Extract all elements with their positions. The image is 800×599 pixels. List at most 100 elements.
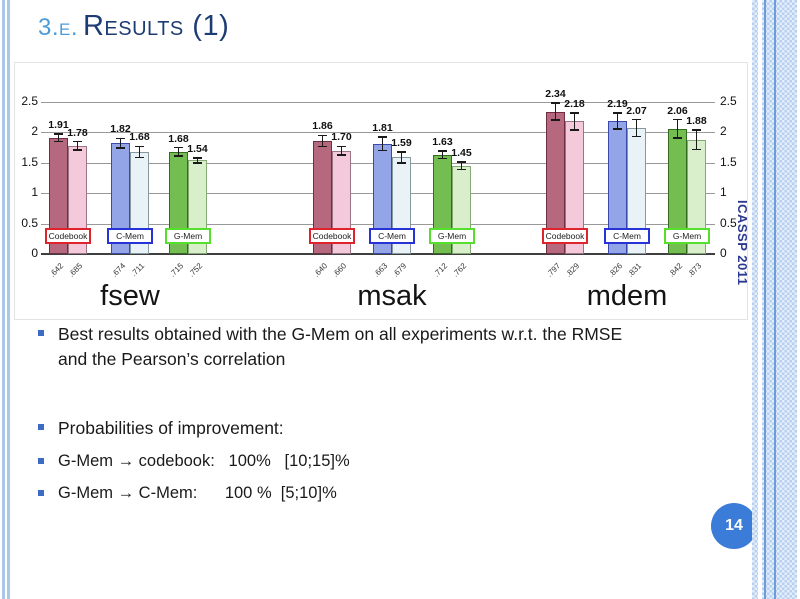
title-section-number: 3.e. — [38, 14, 79, 41]
error-bar-cap — [318, 134, 327, 137]
group-label: fsew — [100, 280, 160, 312]
error-bar-cap — [378, 149, 387, 152]
error-bar-cap — [397, 151, 406, 153]
error-bar — [177, 147, 180, 157]
error-bar-cap — [570, 129, 579, 131]
error-bar-cap — [174, 155, 183, 157]
bullet-marker-icon — [38, 330, 44, 336]
error-bar — [76, 141, 79, 151]
error-bar — [57, 134, 60, 142]
bar-value-label: 1.63 — [432, 136, 453, 149]
gridline — [41, 132, 715, 134]
method-legend-box: G-Mem — [664, 228, 710, 244]
bar-value-label: 2.19 — [607, 97, 628, 110]
bar-value-label: 1.86 — [312, 120, 333, 133]
error-bar-cap — [378, 136, 387, 139]
y-axis-tick-label: 0.5 — [720, 215, 737, 230]
bar-value-label: 1.59 — [391, 136, 412, 149]
bullet-gmem-vs-cmem: G-Mem → C-Mem: 100 % [5;10]% — [30, 482, 337, 506]
right-border-line — [774, 0, 776, 599]
bar-value-label: 1.81 — [372, 122, 393, 135]
title-text: Results (1) — [82, 10, 230, 42]
error-bar-cap — [457, 168, 466, 171]
error-bar-cap — [613, 127, 622, 130]
error-bar-cap — [613, 112, 622, 114]
error-bar-cap — [116, 137, 125, 140]
error-bar — [138, 146, 141, 158]
error-bar-cap — [73, 149, 82, 151]
results-bar-chart: 0 0 0.5 0.5 1 1 1.5 1.5 2 2 2.5 2.5 1.91.642 1.78.685… — [14, 62, 748, 320]
right-border-wide-band — [762, 0, 797, 599]
error-bar-cap — [632, 118, 641, 121]
gridline — [41, 102, 715, 103]
gridline — [41, 253, 715, 255]
method-legend-box: Codebook — [45, 228, 91, 244]
y-axis-tick-label: 0.5 — [21, 215, 38, 230]
error-bar-cap — [135, 156, 144, 159]
error-bar — [321, 135, 324, 147]
bullet-best-results: Best results obtained with the G-Mem on … — [30, 322, 630, 373]
bar-value-label: 1.45 — [451, 147, 472, 160]
right-border-line — [764, 0, 766, 599]
error-bar — [635, 119, 638, 137]
error-bar-cap — [54, 140, 63, 143]
bar-value-label: 2.34 — [545, 88, 566, 101]
bar-value-label: 2.18 — [564, 97, 585, 110]
y-axis-tick-label: 1 — [31, 185, 38, 200]
bar-value-label: 1.82 — [110, 123, 131, 136]
error-bar — [400, 151, 403, 163]
bullet-text: G-Mem → C-Mem: 100 % [5;10]% — [58, 484, 337, 502]
error-bar-cap — [673, 118, 682, 121]
error-bar — [554, 103, 557, 121]
bar-value-label: 1.68 — [168, 132, 189, 145]
left-border-decoration — [0, 0, 11, 599]
error-bar-cap — [174, 146, 183, 149]
method-legend-box: C-Mem — [369, 228, 415, 244]
bullet-marker-icon — [38, 490, 44, 496]
error-bar — [460, 162, 463, 170]
bar-value-label: 1.54 — [187, 142, 208, 155]
error-bar-cap — [135, 145, 144, 148]
error-bar-cap — [438, 157, 447, 160]
method-legend-box: G-Mem — [165, 228, 211, 244]
bullet-text: Best results obtained with the G-Mem on … — [58, 324, 628, 370]
page-number-badge: 14 — [711, 503, 757, 549]
bar-value-label: 1.88 — [686, 114, 707, 127]
bullet-probabilities: Probabilities of improvement: — [30, 416, 284, 441]
y-axis-tick-label: 2 — [720, 124, 727, 139]
y-axis-tick-label: 0 — [720, 246, 727, 260]
method-legend-box: Codebook — [542, 228, 588, 244]
bar-value-label: 2.06 — [667, 104, 688, 117]
error-bar-cap — [73, 140, 82, 143]
bullet-gmem-vs-codebook: G-Mem → codebook: 100% [10;15]% — [30, 450, 350, 474]
error-bar-cap — [397, 162, 406, 164]
error-bar-cap — [570, 112, 579, 114]
error-bar-cap — [318, 145, 327, 148]
error-bar-cap — [337, 154, 346, 156]
page-title: 3.e. Results (1) — [38, 10, 229, 43]
error-bar — [119, 138, 122, 149]
group-label: msak — [357, 280, 427, 312]
y-axis-tick-label: 1.5 — [21, 154, 38, 169]
error-bar — [695, 129, 698, 150]
error-bar-cap — [54, 133, 63, 136]
bar-value-label: 1.78 — [67, 126, 88, 139]
error-bar — [441, 151, 444, 159]
bar-value-label: 1.68 — [129, 131, 150, 144]
error-bar-cap — [632, 135, 641, 138]
right-border-stripe — [752, 0, 758, 599]
bullet-marker-icon — [38, 424, 44, 430]
conference-label: ICASSP 2011 — [735, 200, 750, 286]
group-label: mdem — [586, 280, 668, 312]
bar-value-label: 1.70 — [331, 131, 352, 144]
error-bar-cap — [116, 147, 125, 149]
error-bar-cap — [193, 157, 202, 159]
method-legend-box: C-Mem — [107, 228, 153, 244]
error-bar — [381, 137, 384, 151]
bar-value-label: 2.07 — [626, 104, 647, 117]
method-legend-box: C-Mem — [604, 228, 650, 244]
error-bar-cap — [438, 150, 447, 153]
error-bar-cap — [551, 119, 560, 122]
y-axis-tick-label: 0 — [31, 246, 38, 260]
